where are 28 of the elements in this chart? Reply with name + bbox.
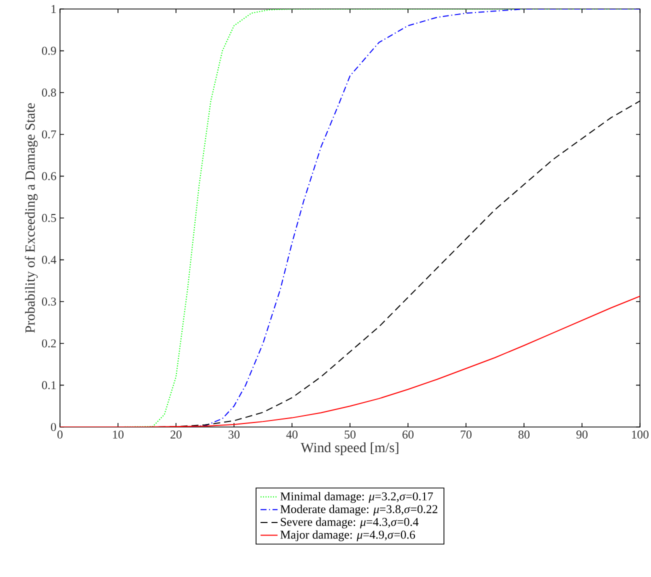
y-tick-label: 0.7 [42, 130, 56, 138]
x-axis-title: Wind speed [m/s] [300, 442, 398, 456]
legend-label: Severe damage: μ=4.3,σ=0.4 [280, 518, 419, 528]
y-tick-label: 1 [52, 5, 56, 13]
x-tick-label: 40 [286, 430, 298, 439]
legend-label: Major damage: μ=4.9,σ=0.6 [280, 530, 416, 542]
y-tick-label: 0.6 [42, 172, 56, 180]
y-tick-label: 0.5 [42, 214, 56, 222]
y-tick-label: 0.8 [42, 88, 56, 97]
y-tick-label: 0.4 [42, 256, 56, 264]
x-tick-label: 90 [576, 430, 588, 439]
x-tick-label: 10 [113, 430, 124, 439]
x-tick-label: 100 [632, 430, 649, 439]
x-tick-label: 80 [518, 430, 530, 439]
y-tick-label: 0.1 [42, 381, 56, 390]
x-tick-label: 30 [228, 430, 240, 439]
x-tick-label: 0 [57, 430, 63, 439]
y-axis-title: Probability of Exceeding a Damage State [24, 103, 38, 333]
y-tick-label: 0.9 [42, 46, 56, 55]
x-tick-label: 50 [344, 430, 356, 439]
y-tick-label: 0.2 [42, 339, 56, 348]
x-tick-label: 60 [402, 430, 414, 439]
legend-label: Minimal damage: μ=3.2,σ=0.17 [280, 492, 433, 503]
legend-label: Moderate damage: μ=3.8,σ=0.22 [280, 504, 438, 516]
x-tick-label: 70 [460, 430, 472, 439]
x-tick-label: 20 [170, 430, 182, 439]
y-tick-label: 0 [50, 422, 56, 432]
y-tick-label: 0.3 [42, 298, 56, 306]
